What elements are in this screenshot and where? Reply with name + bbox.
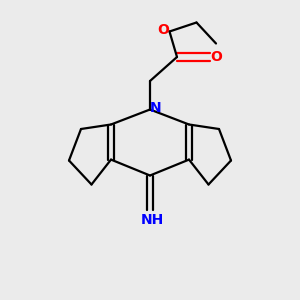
Text: O: O bbox=[157, 23, 169, 37]
Text: N: N bbox=[150, 101, 161, 115]
Text: NH: NH bbox=[141, 213, 164, 226]
Text: O: O bbox=[211, 50, 223, 64]
